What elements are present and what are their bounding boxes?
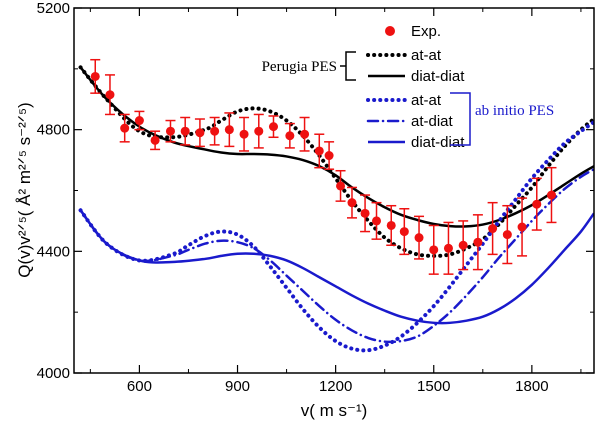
exp-point bbox=[104, 74, 115, 116]
exp-marker bbox=[224, 125, 234, 135]
exp-point bbox=[458, 220, 469, 271]
legend-label-perugia-at-at: at-at bbox=[411, 47, 442, 64]
exp-point bbox=[284, 122, 295, 149]
legend-marker-exp bbox=[385, 26, 395, 36]
group-label-perugia: Perugia PES bbox=[262, 59, 337, 75]
exp-point bbox=[428, 224, 439, 275]
exp-point bbox=[386, 204, 397, 246]
x-tick-label: 900 bbox=[225, 378, 250, 395]
legend-label-abinitio-diat-diat: diat-diat bbox=[411, 134, 465, 151]
exp-point bbox=[360, 194, 371, 233]
exp-marker bbox=[180, 126, 190, 136]
exp-marker bbox=[285, 131, 295, 141]
exp-marker bbox=[386, 220, 396, 230]
exp-marker bbox=[324, 151, 334, 161]
y-axis-label: Q(v)v²ᐟ⁵( Å² m²ᐟ⁵ s⁻²ᐟ⁵) bbox=[15, 102, 34, 277]
exp-point bbox=[314, 133, 325, 169]
exp-point bbox=[487, 201, 498, 256]
legend-label-abinitio-at-at: at-at bbox=[411, 92, 442, 109]
exp-marker bbox=[300, 129, 310, 139]
exp-marker bbox=[210, 126, 220, 136]
exp-marker bbox=[254, 126, 264, 136]
exp-point bbox=[414, 215, 425, 260]
exp-point bbox=[371, 201, 382, 240]
exp-marker bbox=[165, 126, 175, 136]
y-tick-label: 5200 bbox=[37, 0, 70, 17]
exp-marker bbox=[372, 216, 382, 226]
series-line-abinitio-at-diat bbox=[79, 167, 594, 344]
exp-point bbox=[224, 112, 235, 148]
exp-marker bbox=[150, 135, 160, 145]
exp-marker bbox=[532, 199, 542, 209]
exp-point bbox=[502, 204, 513, 265]
exp-marker bbox=[429, 245, 439, 255]
x-tick-label: 1800 bbox=[515, 378, 548, 395]
x-tick-label: 600 bbox=[127, 378, 152, 395]
exp-point bbox=[472, 214, 483, 271]
exp-point bbox=[335, 169, 346, 202]
exp-point bbox=[119, 113, 130, 143]
exp-point bbox=[180, 116, 191, 146]
x-axis-label: v( m s⁻¹) bbox=[301, 401, 368, 420]
exp-marker bbox=[239, 129, 249, 139]
exp-marker bbox=[268, 122, 278, 132]
exp-point bbox=[531, 177, 542, 231]
exp-marker bbox=[90, 71, 100, 81]
exp-marker bbox=[120, 123, 130, 133]
series-line-abinitio-diat-diat bbox=[79, 209, 594, 325]
exp-marker bbox=[488, 224, 498, 234]
exp-marker bbox=[360, 208, 370, 218]
exp-point bbox=[346, 186, 357, 219]
x-tick-label: 1200 bbox=[319, 378, 352, 395]
perugia-bracket bbox=[345, 51, 356, 81]
exp-point bbox=[399, 208, 410, 256]
legend-label-perugia-diat-diat: diat-diat bbox=[411, 68, 465, 85]
exp-marker bbox=[347, 198, 357, 208]
exp-point bbox=[517, 197, 528, 257]
exp-point bbox=[165, 119, 176, 143]
exp-point bbox=[324, 141, 335, 170]
exp-point bbox=[239, 116, 250, 152]
exp-marker bbox=[336, 181, 346, 191]
y-tick-label: 4800 bbox=[37, 122, 70, 139]
exp-point bbox=[299, 116, 310, 152]
exp-marker bbox=[473, 237, 483, 247]
y-tick-label: 4400 bbox=[37, 243, 70, 260]
legend-label-abinitio-at-diat: at-diat bbox=[411, 113, 454, 130]
exp-point bbox=[90, 58, 101, 94]
series-line-perugia-diat-diat bbox=[79, 66, 594, 228]
exp-marker bbox=[105, 90, 115, 100]
group-label-abinitio: ab initio PES bbox=[475, 103, 554, 119]
exp-marker bbox=[399, 227, 409, 237]
exp-marker bbox=[314, 146, 324, 156]
exp-point bbox=[443, 221, 454, 275]
exp-point bbox=[134, 110, 145, 131]
abinitio-bracket bbox=[450, 92, 471, 146]
y-tick-label: 4000 bbox=[37, 365, 70, 382]
exp-marker bbox=[517, 222, 527, 232]
exp-point bbox=[253, 113, 264, 149]
exp-point bbox=[150, 130, 161, 151]
exp-point bbox=[268, 115, 279, 139]
exp-marker bbox=[502, 230, 512, 240]
legend-label-exp: Exp. bbox=[411, 23, 441, 40]
x-tick-label: 1500 bbox=[417, 378, 450, 395]
series-line-perugia-at-at bbox=[78, 65, 594, 258]
exp-marker bbox=[443, 243, 453, 253]
exp-marker bbox=[195, 128, 205, 138]
exp-marker bbox=[134, 116, 144, 126]
exp-marker bbox=[414, 233, 424, 243]
exp-marker bbox=[458, 240, 468, 250]
exp-point bbox=[209, 116, 220, 146]
exp-point bbox=[194, 118, 205, 148]
exp-point bbox=[546, 166, 557, 224]
exp-marker bbox=[546, 190, 556, 200]
